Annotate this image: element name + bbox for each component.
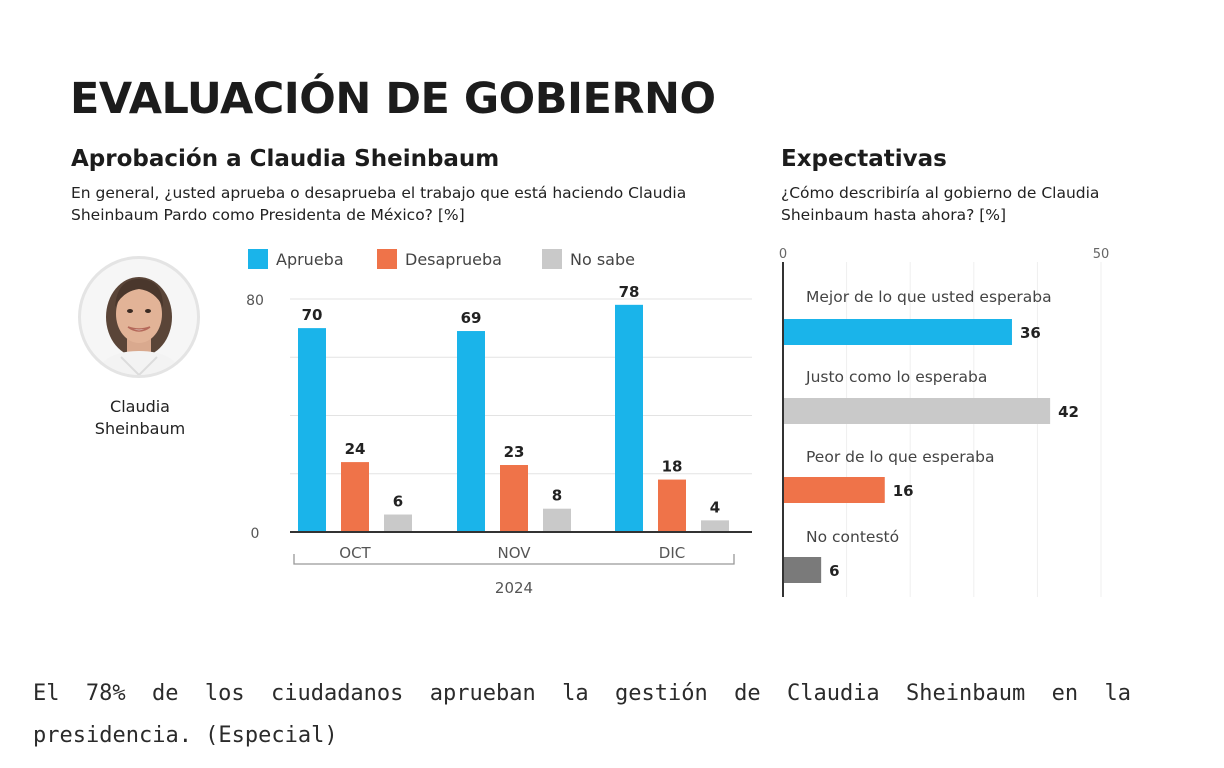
image-caption: El 78% de los ciudadanos aprueban la ges… [33,681,1131,748]
year-bracket [293,554,735,565]
data-label: 36 [1020,324,1041,342]
y-tick-label: 80 [246,293,264,309]
legend-aprueba: Aprueba [248,249,344,269]
legend-label-desaprueba: Desaprueba [405,249,502,269]
data-label: 78 [619,283,640,301]
x-tick-label: NOV [497,544,531,562]
bar-aprueba [298,328,326,532]
bar-no-sabe [543,508,571,532]
data-label: 6 [393,493,403,511]
bar-2 [783,398,1051,424]
legend-swatch-no-sabe [542,249,562,269]
person-name: Claudia Sheinbaum [94,397,186,438]
bar-desaprueba [341,462,369,532]
legend-desaprueba: Desaprueba [377,249,502,269]
bar-1 [783,319,1012,345]
x-tick-label: DIC [659,544,685,562]
data-label: 16 [893,482,914,500]
bar-4 [783,557,822,583]
data-label: 8 [552,487,562,505]
bar-desaprueba [658,479,686,532]
category-label: Justo como lo esperaba [805,368,987,386]
data-label: 24 [345,440,366,458]
approval-title: Aprobación a Claudia Sheinbaum [71,146,500,172]
data-label: 23 [504,443,525,461]
data-label: 69 [461,309,482,327]
data-label: 6 [829,562,839,580]
year-label: 2024 [495,579,533,597]
legend-no-sabe: No sabe [542,249,635,269]
category-label: Mejor de lo que usted esperaba [806,288,1052,306]
x-tick-label: OCT [339,544,371,562]
data-label: 18 [662,458,683,476]
approval-bar-chart: 0 80 70 24 6 OCT 69 23 8 NOV 78 18 4 DIC 2024 [246,283,752,597]
x-tick-label: 50 [1093,247,1110,262]
portrait-photo [78,256,200,378]
legend-label-no-sabe: No sabe [570,249,635,269]
main-title: EVALUACIÓN DE GOBIERNO [70,74,716,124]
bar-no-sabe [384,514,412,532]
expectations-title: Expectativas [781,146,947,172]
expectations-bar-chart: 0 50 Mejor de lo que usted esperaba 36 Justo… [779,247,1110,597]
y-tick-label: 0 [251,526,260,542]
data-label: 4 [710,498,720,516]
bar-aprueba [457,331,485,532]
category-label: Peor de lo que esperaba [806,448,994,466]
expectations-question: ¿Cómo describiría al gobierno de Claudia… [781,184,1100,224]
x-tick-label: 0 [779,247,787,262]
legend-swatch-desaprueba [377,249,397,269]
approval-question: En general, ¿usted aprueba o desaprueba … [71,184,687,224]
bar-desaprueba [500,465,528,532]
legend-swatch-aprueba [248,249,268,269]
category-label: No contestó [806,528,899,546]
bar-3 [783,477,885,503]
bar-aprueba [615,304,643,532]
portrait-illustration [95,277,183,375]
data-label: 42 [1058,403,1079,421]
data-label: 70 [302,306,323,324]
bar-no-sabe [701,520,729,532]
legend-label-aprueba: Aprueba [276,249,344,269]
